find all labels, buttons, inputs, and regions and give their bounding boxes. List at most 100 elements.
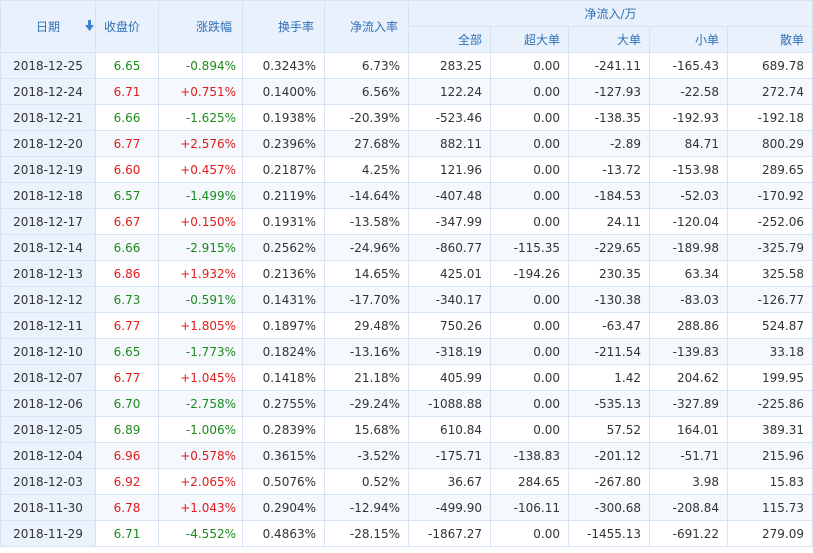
column-header-close[interactable]: 收盘价	[95, 0, 159, 53]
table-row[interactable]: 2018-12-11 6.77 +1.805% 0.1897% 29.48% 750.26…	[0, 312, 813, 339]
table-row[interactable]: 2018-12-21 6.66 -1.625% 0.1938% -20.39% -523.…	[0, 104, 813, 131]
column-header-all[interactable]: 全部	[408, 26, 491, 53]
cell-net-small: -153.98	[649, 156, 728, 183]
cell-net-small: 3.98	[649, 468, 728, 495]
cell-net-small: -165.43	[649, 52, 728, 79]
cell-date: 2018-11-29	[0, 520, 96, 547]
cell-net-all: -175.71	[408, 442, 491, 469]
cell-net-super: 284.65	[490, 468, 569, 495]
cell-net-rate: -20.39%	[324, 104, 409, 131]
cell-date: 2018-12-19	[0, 156, 96, 183]
cell-net-super: 0.00	[490, 416, 569, 443]
cell-date: 2018-12-03	[0, 468, 96, 495]
cell-net-small: -189.98	[649, 234, 728, 261]
cell-net-retail: 524.87	[727, 312, 813, 339]
cell-turnover: 0.1418%	[242, 364, 325, 391]
cell-net-small: -691.22	[649, 520, 728, 547]
cell-net-rate: -3.52%	[324, 442, 409, 469]
cell-net-all: 425.01	[408, 260, 491, 287]
cell-net-small: -192.93	[649, 104, 728, 131]
cell-net-super: 0.00	[490, 182, 569, 209]
table-row[interactable]: 2018-12-05 6.89 -1.006% 0.2839% 15.68% 610.84…	[0, 416, 813, 443]
cell-net-retail: -225.86	[727, 390, 813, 417]
table-row[interactable]: 2018-12-14 6.66 -2.915% 0.2562% -24.96% -860.…	[0, 234, 813, 261]
cell-turnover: 0.2839%	[242, 416, 325, 443]
table-row[interactable]: 2018-12-25 6.65 -0.894% 0.3243% 6.73% 283.25 0…	[0, 52, 813, 79]
cell-date: 2018-12-05	[0, 416, 96, 443]
cell-net-retail: 15.83	[727, 468, 813, 495]
date-header-label: 日期	[35, 20, 60, 34]
column-header-net-rate[interactable]: 净流入率	[324, 0, 409, 53]
cell-close: 6.78	[95, 494, 159, 521]
cell-net-retail: 289.65	[727, 156, 813, 183]
cell-turnover: 0.2119%	[242, 182, 325, 209]
table-header: 日期 收盘价 涨跌幅 换手率 净流入率 净流入/万 全部 超大单 大单 小单 散…	[0, 0, 813, 53]
cell-turnover: 0.1431%	[242, 286, 325, 313]
column-header-large[interactable]: 大单	[568, 26, 650, 53]
column-header-small[interactable]: 小单	[649, 26, 728, 53]
column-header-change[interactable]: 涨跌幅	[158, 0, 243, 53]
cell-change: +1.043%	[158, 494, 243, 521]
cell-turnover: 0.4863%	[242, 520, 325, 547]
column-header-retail[interactable]: 散单	[727, 26, 813, 53]
table-row[interactable]: 2018-12-10 6.65 -1.773% 0.1824% -13.16% -318.…	[0, 338, 813, 365]
cell-date: 2018-12-10	[0, 338, 96, 365]
table-row[interactable]: 2018-12-12 6.73 -0.591% 0.1431% -17.70% -340.…	[0, 286, 813, 313]
cell-change: -0.894%	[158, 52, 243, 79]
cell-net-retail: 215.96	[727, 442, 813, 469]
table-row[interactable]: 2018-12-03 6.92 +2.065% 0.5076% 0.52% 36.67 28…	[0, 468, 813, 495]
cell-net-all: -407.48	[408, 182, 491, 209]
cell-net-small: -327.89	[649, 390, 728, 417]
cell-net-small: 164.01	[649, 416, 728, 443]
table-row[interactable]: 2018-12-07 6.77 +1.045% 0.1418% 21.18% 405.99…	[0, 364, 813, 391]
cell-turnover: 0.1897%	[242, 312, 325, 339]
table-row[interactable]: 2018-12-18 6.57 -1.499% 0.2119% -14.64% -407.…	[0, 182, 813, 209]
cell-net-large: -1455.13	[568, 520, 650, 547]
cell-turnover: 0.3243%	[242, 52, 325, 79]
column-header-date[interactable]: 日期	[0, 0, 96, 53]
column-group-net-inflow: 净流入/万	[408, 0, 813, 27]
cell-close: 6.71	[95, 520, 159, 547]
cell-close: 6.77	[95, 312, 159, 339]
cell-date: 2018-12-07	[0, 364, 96, 391]
cell-date: 2018-12-17	[0, 208, 96, 235]
sort-down-arrow-icon[interactable]	[85, 20, 94, 32]
cell-turnover: 0.2755%	[242, 390, 325, 417]
table-row[interactable]: 2018-11-30 6.78 +1.043% 0.2904% -12.94% -499.…	[0, 494, 813, 521]
cell-net-small: -22.58	[649, 78, 728, 105]
cell-net-rate: 6.73%	[324, 52, 409, 79]
cell-net-rate: 14.65%	[324, 260, 409, 287]
table-row[interactable]: 2018-12-04 6.96 +0.578% 0.3615% -3.52% -175.7…	[0, 442, 813, 469]
cell-change: -0.591%	[158, 286, 243, 313]
cell-net-super: 0.00	[490, 390, 569, 417]
cell-close: 6.60	[95, 156, 159, 183]
table-row[interactable]: 2018-11-29 6.71 -4.552% 0.4863% -28.15% -1867…	[0, 520, 813, 547]
cell-net-retail: 389.31	[727, 416, 813, 443]
cell-net-retail: 689.78	[727, 52, 813, 79]
cell-net-large: -63.47	[568, 312, 650, 339]
cell-net-large: -300.68	[568, 494, 650, 521]
cell-net-rate: 29.48%	[324, 312, 409, 339]
cell-date: 2018-12-20	[0, 130, 96, 157]
cell-date: 2018-12-24	[0, 78, 96, 105]
cell-net-retail: 199.95	[727, 364, 813, 391]
cell-change: -2.758%	[158, 390, 243, 417]
cell-net-all: -1867.27	[408, 520, 491, 547]
cell-net-super: 0.00	[490, 520, 569, 547]
table-row[interactable]: 2018-12-17 6.67 +0.150% 0.1931% -13.58% -347.…	[0, 208, 813, 235]
table-row[interactable]: 2018-12-24 6.71 +0.751% 0.1400% 6.56% 122.24 0…	[0, 78, 813, 105]
table-row[interactable]: 2018-12-20 6.77 +2.576% 0.2396% 27.68% 882.11…	[0, 130, 813, 157]
cell-net-all: 36.67	[408, 468, 491, 495]
cell-net-retail: 800.29	[727, 130, 813, 157]
cell-net-super: -115.35	[490, 234, 569, 261]
column-header-turnover[interactable]: 换手率	[242, 0, 325, 53]
table-row[interactable]: 2018-12-19 6.60 +0.457% 0.2187% 4.25% 121.96 0…	[0, 156, 813, 183]
table-row[interactable]: 2018-12-06 6.70 -2.758% 0.2755% -29.24% -1088…	[0, 390, 813, 417]
cell-net-rate: -29.24%	[324, 390, 409, 417]
cell-net-large: -535.13	[568, 390, 650, 417]
column-header-super[interactable]: 超大单	[490, 26, 569, 53]
cell-net-all: 283.25	[408, 52, 491, 79]
cell-net-large: -13.72	[568, 156, 650, 183]
cell-turnover: 0.2904%	[242, 494, 325, 521]
table-row[interactable]: 2018-12-13 6.86 +1.932% 0.2136% 14.65% 425.01…	[0, 260, 813, 287]
